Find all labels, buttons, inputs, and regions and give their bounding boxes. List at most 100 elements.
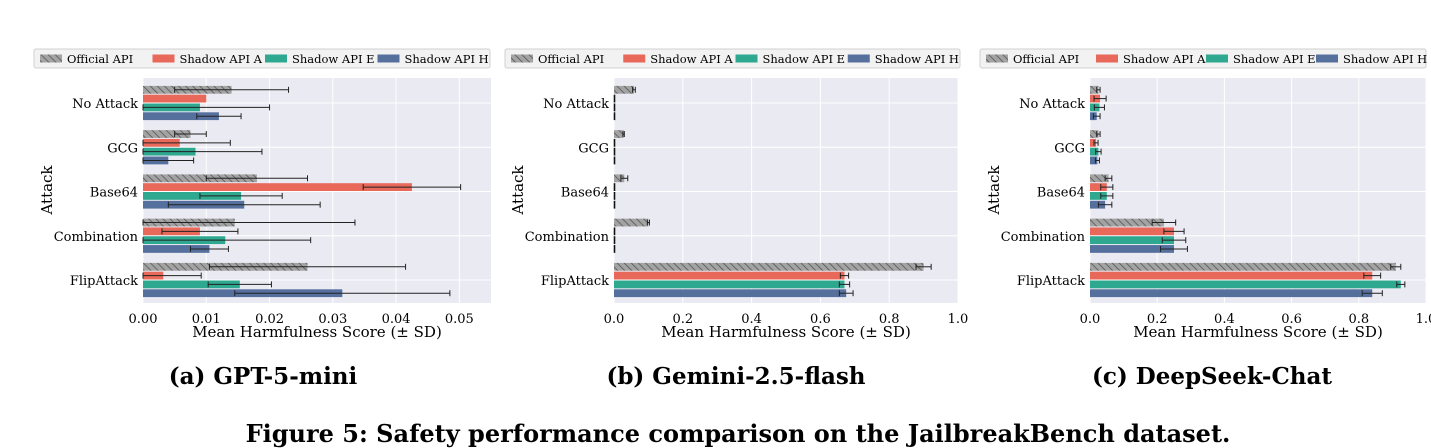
y-tick-label: GCG [1054, 141, 1085, 156]
figure-caption: Figure 5: Safety performance comparison … [246, 419, 1231, 448]
legend-label-shadow-api-h: Shadow API H [1343, 52, 1427, 66]
bar-shadow-api-h-gcg [1090, 156, 1098, 165]
bar-shadow-api-h-flipattack [614, 289, 847, 298]
legend-label-shadow-api-e: Shadow API E [763, 52, 846, 66]
x-tick-label: 0.6 [1281, 312, 1302, 327]
bar-shadow-api-e-combination [1090, 236, 1174, 245]
y-axis-label: Attack [509, 165, 527, 216]
legend-label-official-api: Official API [67, 52, 133, 66]
bar-shadow-api-a-base64 [1090, 183, 1107, 191]
x-axis-label: Mean Harmfulness Score (± SD) [192, 323, 442, 341]
x-tick-label: 0.03 [318, 312, 347, 327]
legend-label-shadow-api-a: Shadow API A [1123, 52, 1206, 66]
legend-label-shadow-api-h: Shadow API H [875, 52, 959, 66]
bar-official-api-gcg [1090, 130, 1099, 138]
legend-label-shadow-api-h: Shadow API H [405, 52, 489, 66]
bar-shadow-api-e-flipattack [143, 280, 240, 289]
y-tick-label: Combination [1001, 230, 1086, 245]
bar-shadow-api-h-flipattack [1090, 289, 1373, 298]
bar-shadow-api-e-flipattack [1090, 280, 1401, 289]
bar-official-api-gcg [614, 130, 624, 138]
bar-shadow-api-a-gcg [1090, 138, 1097, 147]
x-tick-label: 0.00 [129, 312, 158, 327]
legend-label-shadow-api-a: Shadow API A [650, 52, 733, 66]
legend-box [504, 48, 961, 69]
x-tick-label: 0.0 [1080, 312, 1101, 327]
legend-swatch-official-api [511, 54, 533, 63]
legend-swatch-shadow-api-a [623, 54, 646, 63]
y-tick-label: FlipAttack [541, 274, 609, 289]
y-tick-label: No Attack [1019, 97, 1085, 112]
bar-official-api-combination [614, 218, 649, 227]
legend: Official API Shadow API A Shadow API E Shad… [504, 48, 961, 69]
subfigure-caption: (a) GPT-5-mini [169, 363, 358, 390]
legend-label-official-api: Official API [538, 52, 604, 66]
bar-official-api-base64 [1090, 174, 1109, 183]
y-tick-label: No Attack [72, 97, 138, 112]
y-tick-label: Base64 [90, 186, 138, 201]
bar-shadow-api-a-flipattack [614, 271, 845, 280]
x-tick-label: 0.05 [445, 312, 474, 327]
chart-panel-1: 0.00 0.01 0.02 0.03 0.04 0.05 No Attack GCG Base… [33, 48, 491, 390]
bar-official-api-base64 [614, 174, 625, 183]
y-tick-label: GCG [578, 141, 609, 156]
legend-swatch-shadow-api-h [377, 54, 400, 63]
x-tick-label: 0.01 [192, 312, 221, 327]
x-tick-label: 0.8 [1348, 312, 1369, 327]
subfigure-caption: (b) Gemini-2.5-flash [606, 363, 865, 390]
bar-shadow-api-a-flipattack [1090, 271, 1373, 280]
chart-panel-3: 0.0 0.2 0.4 0.6 0.8 1.0 No Attack GCG Base64 Comb… [979, 48, 1431, 390]
y-tick-label: Base64 [1037, 186, 1085, 201]
x-tick-label: 1.0 [1416, 312, 1431, 327]
x-tick-label: 0.2 [672, 312, 693, 327]
x-tick-label: 0.0 [604, 312, 625, 327]
y-tick-label: FlipAttack [70, 274, 138, 289]
legend-box [33, 48, 491, 69]
subfigure-caption: (c) DeepSeek-Chat [1092, 363, 1332, 390]
bar-official-api-flipattack [1090, 262, 1396, 271]
y-axis-label: Attack [38, 165, 56, 216]
x-tick-label: 1.0 [948, 312, 969, 327]
y-tick-label: Base64 [561, 186, 609, 201]
y-tick-label: No Attack [543, 97, 609, 112]
chart-panel-2: 0.0 0.2 0.4 0.6 0.8 1.0 No Attack GCG Base64 Comb… [504, 48, 969, 390]
bar-official-api-combination [1090, 218, 1164, 227]
legend-swatch-shadow-api-e [735, 54, 758, 63]
x-tick-label: 0.02 [255, 312, 284, 327]
y-tick-label: Combination [525, 230, 610, 245]
legend-swatch-shadow-api-a [1096, 54, 1118, 63]
bar-official-api-gcg [143, 130, 191, 138]
x-tick-label: 0.8 [879, 312, 900, 327]
legend-swatch-shadow-api-e [1206, 54, 1228, 63]
bar-shadow-api-h-no-attack [143, 112, 219, 121]
bar-shadow-api-e-base64 [1090, 192, 1107, 200]
x-tick-label: 0.4 [1214, 312, 1235, 327]
bar-official-api-flipattack [614, 262, 924, 271]
x-tick-label: 0.6 [810, 312, 831, 327]
x-tick-label: 0.4 [741, 312, 762, 327]
x-tick-label: 0.2 [1147, 312, 1168, 327]
bar-shadow-api-h-combination [1090, 245, 1174, 253]
legend-swatch-shadow-api-h [847, 54, 870, 63]
bar-shadow-api-e-gcg [1090, 147, 1099, 156]
legend-swatch-shadow-api-e [265, 54, 287, 63]
y-tick-label: GCG [107, 141, 138, 156]
legend-label-shadow-api-a: Shadow API A [180, 52, 263, 66]
y-tick-label: FlipAttack [1017, 274, 1085, 289]
bar-official-api-no-attack [614, 85, 634, 94]
x-tick-label: 0.04 [382, 312, 411, 327]
legend-label-shadow-api-e: Shadow API E [1233, 52, 1316, 66]
legend-swatch-official-api [40, 54, 62, 63]
bar-shadow-api-e-base64 [143, 192, 242, 200]
bar-shadow-api-a-base64 [143, 183, 412, 191]
bar-shadow-api-h-combination [143, 245, 210, 253]
legend-swatch-shadow-api-h [1316, 54, 1338, 63]
bar-shadow-api-a-combination [1090, 227, 1174, 236]
legend: Official API Shadow API A Shadow API E Shad… [979, 48, 1427, 69]
bar-shadow-api-h-base64 [1090, 200, 1106, 209]
legend-swatch-shadow-api-a [152, 54, 175, 63]
bar-shadow-api-e-flipattack [614, 280, 845, 289]
y-tick-label: Combination [54, 230, 139, 245]
legend-label-official-api: Official API [1013, 52, 1079, 66]
